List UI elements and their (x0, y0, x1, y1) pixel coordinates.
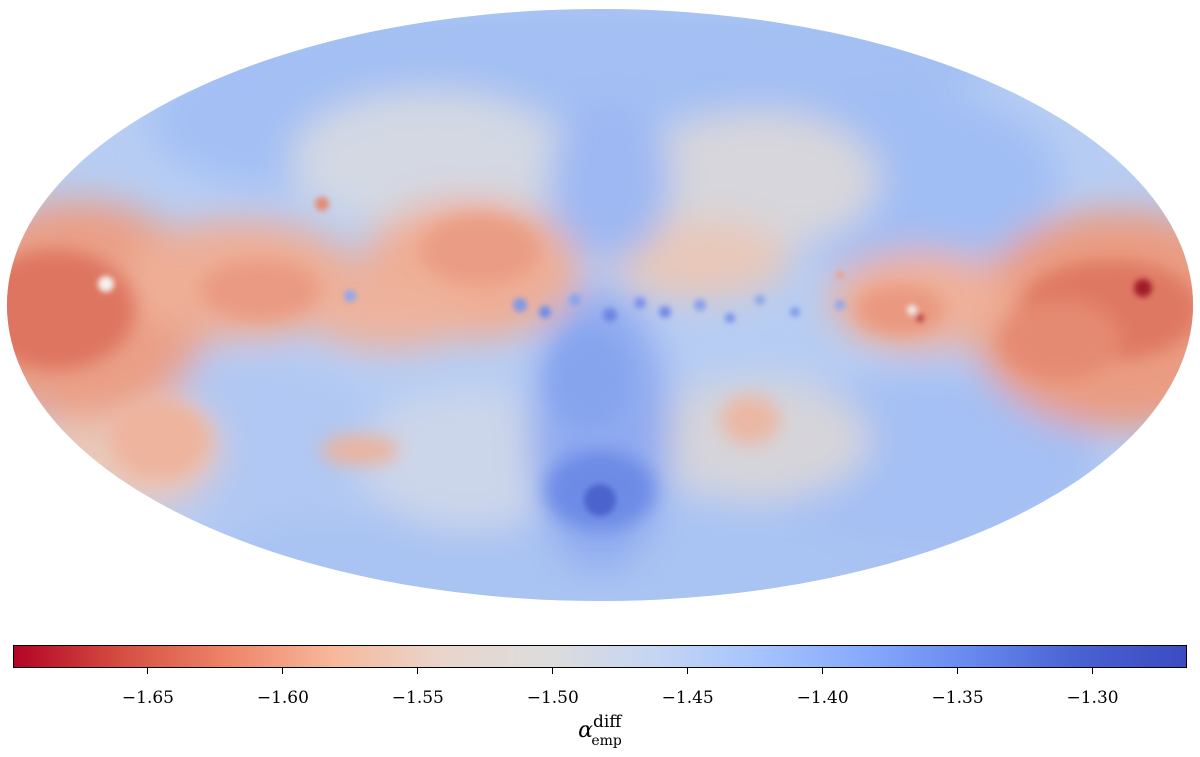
colorbar-tick (957, 668, 959, 674)
colorbar-tick-label: −1.40 (796, 688, 849, 708)
sky-map-field (7, 9, 1193, 601)
colorbar-tick (417, 668, 419, 674)
colorbar-tick-label: −1.50 (526, 688, 579, 708)
colorbar-label-subscript: emp (591, 733, 622, 749)
colorbar (13, 645, 1187, 668)
colorbar-tick-label: −1.30 (1066, 688, 1119, 708)
colorbar-tick (147, 668, 149, 674)
colorbar-tick (822, 668, 824, 674)
colorbar-tick-label: −1.35 (931, 688, 984, 708)
colorbar-tick (1092, 668, 1094, 674)
colorbar-label-symbol: α (578, 718, 593, 743)
colorbar-tick-label: −1.55 (391, 688, 444, 708)
colorbar-tick-label: −1.60 (256, 688, 309, 708)
colorbar-tick-label: −1.65 (121, 688, 174, 708)
colorbar-label: αdiffemp (578, 712, 622, 749)
colorbar-label-superscript: diff (592, 712, 622, 732)
colorbar-tick-label: −1.45 (661, 688, 714, 708)
colorbar-gradient (13, 645, 1187, 668)
colorbar-tick (687, 668, 689, 674)
mollweide-sky-map (7, 9, 1193, 601)
colorbar-tick (552, 668, 554, 674)
colorbar-tick (282, 668, 284, 674)
